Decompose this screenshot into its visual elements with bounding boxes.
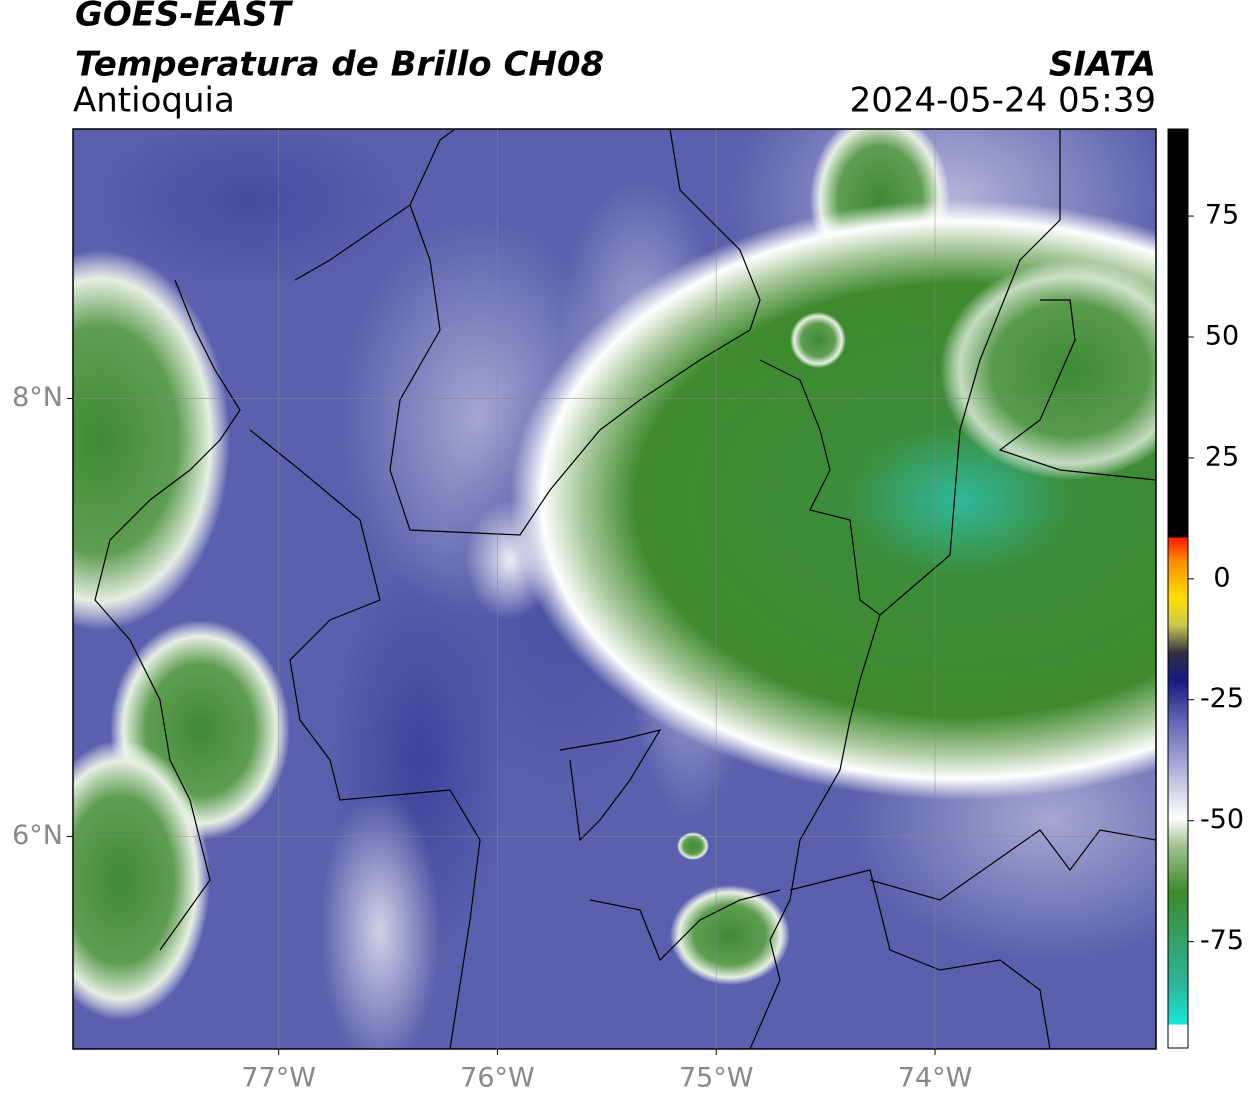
subtitle: Temperatura de Brillo CH08 [75, 45, 604, 85]
source: SIATA [1049, 45, 1156, 85]
x-tick-label: 75°W [679, 1063, 754, 1094]
datetime: 2024-05-24 05:39 [850, 81, 1156, 121]
colorbar-tick-label: -25 [1200, 683, 1244, 714]
colorbar-tick-label: 50 [1205, 320, 1239, 351]
colorbar-tick-label: -75 [1200, 925, 1244, 956]
x-tick-label: 76°W [460, 1063, 535, 1094]
region: Antioquia [73, 81, 235, 121]
y-tick-label: 6°N [12, 820, 63, 851]
colorbar-tick-label: -50 [1200, 804, 1244, 835]
y-tick-label: 8°N [12, 382, 63, 413]
map-frame [72, 128, 1157, 1050]
satellite-image [73, 129, 1156, 1049]
colorbar-tick-label: 0 [1213, 562, 1230, 593]
x-tick-label: 74°W [898, 1063, 973, 1094]
colorbar-tick-label: 75 [1205, 200, 1239, 231]
colorbar [1167, 128, 1189, 1049]
colorbar-tick-label: 25 [1205, 441, 1239, 472]
x-tick-label: 77°W [241, 1063, 316, 1094]
title: GOES-EAST [75, 0, 294, 35]
